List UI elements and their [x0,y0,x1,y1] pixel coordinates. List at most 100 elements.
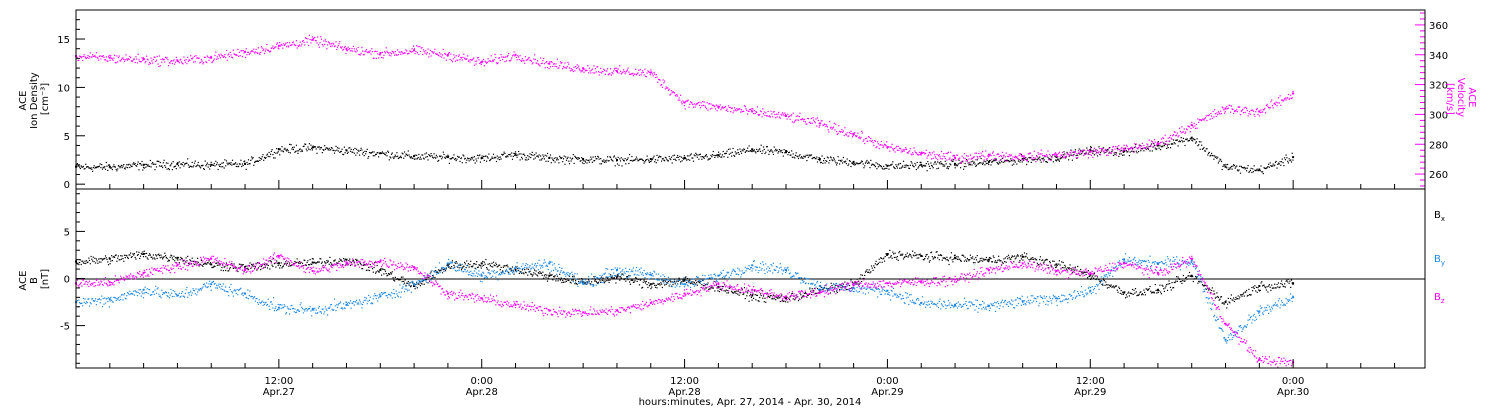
bx-sample [342,264,344,266]
density-sample [494,156,496,158]
bx-sample [303,259,305,261]
velocity-sample [781,112,784,114]
density-sample [669,158,671,160]
velocity-sample [1247,115,1249,117]
bx-sample [327,260,329,262]
velocity-sample [1209,118,1211,120]
velocity-sample [399,51,401,53]
density-sample [369,152,371,154]
density-sample [642,159,644,161]
velocity-sample [1236,109,1238,111]
density-sample [683,158,685,160]
density-sample [787,154,789,156]
density-sample [493,157,495,159]
bx-sample [257,267,259,269]
bx-sample [138,251,140,253]
bx-sample [1256,291,1258,293]
bx-sample [1183,280,1185,282]
velocity-sample [319,42,321,44]
bx-sample [318,261,320,263]
bx-sample [464,261,466,263]
velocity-sample [305,37,307,39]
velocity-sample [1046,155,1048,157]
density-sample [762,146,765,148]
density-sample [545,160,547,162]
density-point [480,157,483,159]
density-sample [556,159,558,161]
bx-sample [197,257,199,259]
density-sample [1263,167,1265,169]
density-sample [702,156,704,158]
density-sample [981,162,983,164]
density-sample [1274,164,1276,166]
density-sample [180,163,182,165]
bx-sample [344,258,346,260]
bx-sample [398,279,400,281]
velocity-sample [463,53,465,55]
bx-sample [509,267,511,269]
bx-sample [961,254,963,256]
bx-sample [200,259,202,261]
density-sample [731,151,733,153]
bx-sample [613,278,615,280]
velocity-sample [349,50,352,52]
density-sample [1106,150,1108,152]
velocity-sample [197,57,199,59]
bx-sample [529,270,531,272]
velocity-sample [1054,153,1056,155]
velocity-sample [291,44,293,46]
velocity-sample [466,58,468,60]
density-sample [603,159,605,161]
velocity-sample [953,154,955,156]
density-sample [294,151,296,153]
bx-sample [362,264,364,266]
velocity-sample [283,44,285,46]
bx-sample [381,274,383,276]
velocity-sample [438,52,441,54]
density-sample [333,152,336,154]
bx-sample [85,260,88,262]
velocity-sample [1277,102,1279,104]
velocity-sample [476,57,479,59]
density-sample [796,155,798,157]
velocity-sample [1125,144,1127,146]
density-sample [1262,173,1264,175]
bx-sample [988,256,991,259]
velocity-sample [329,43,331,45]
velocity-sample [594,72,596,74]
density-sample [113,164,115,166]
bx-sample [867,271,869,273]
velocity-sample [554,65,556,67]
velocity-sample [78,59,80,62]
density-sample [525,157,527,159]
velocity-sample [689,103,691,105]
density-sample [805,154,807,156]
bx-sample [483,264,485,266]
density-sample [1077,154,1079,156]
density-sample [523,153,525,155]
velocity-sample [1149,146,1151,148]
bx-sample [190,260,192,262]
density-sample [896,165,898,167]
density-sample [845,163,847,165]
density-sample [270,153,272,155]
velocity-sample [1104,149,1106,152]
velocity-sample [1232,108,1234,110]
density-sample [375,153,377,155]
bx-sample [963,255,965,257]
bx-sample [1169,286,1172,288]
bx-sample [1288,282,1290,284]
bx-sample [177,257,180,259]
density-sample [1157,145,1159,147]
density-sample [1160,149,1162,151]
bx-sample [216,262,218,264]
velocity-sample [89,52,91,54]
velocity-sample [1278,102,1280,104]
velocity-sample [929,152,931,154]
velocity-sample [1058,153,1060,155]
velocity-sample [1027,153,1029,155]
velocity-sample [880,140,882,143]
velocity-sample [863,139,865,141]
density-sample [1116,148,1118,150]
bx-sample [492,261,495,263]
